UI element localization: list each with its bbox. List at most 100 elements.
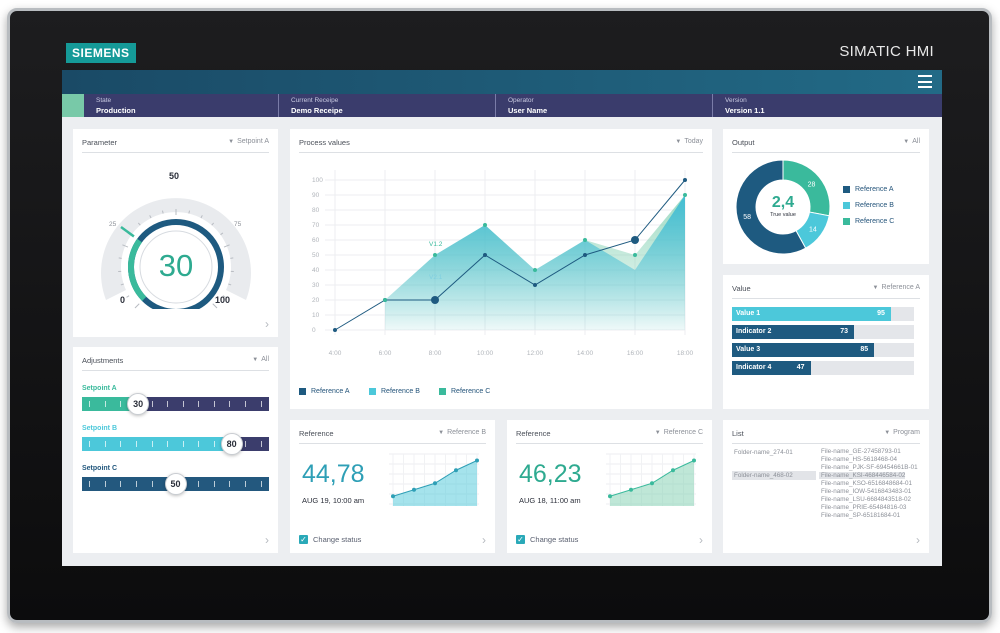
panel-title: Reference [299, 429, 334, 438]
chevron-right-icon[interactable]: › [265, 533, 269, 547]
data-point-reference-c [483, 223, 487, 227]
change-status-checkbox[interactable]: ✓ Change status [516, 535, 579, 544]
reference-c-value: 46,23 [519, 460, 582, 488]
process-chart: 0 10 20 30 40 50 60 70 80 90 100 4:00 6:00 8:00 10:00 1… [312, 170, 694, 357]
panel-title: List [732, 429, 744, 438]
reference-b-filter-dropdown[interactable]: ▼ Reference B [438, 429, 486, 436]
x-tick-label: 10:00 [477, 350, 494, 357]
legend-item[interactable]: Reference A [299, 388, 350, 395]
file-item[interactable]: File-name_SP-65181684-01 [821, 512, 901, 519]
legend-item[interactable]: Reference B [369, 388, 420, 395]
chevron-right-icon[interactable]: › [265, 317, 269, 331]
file-item[interactable]: File-name_HS-5618468-04 [821, 456, 897, 463]
gauge-dial [101, 198, 252, 309]
series-area-reference-b [385, 195, 685, 330]
chart-tick-labels: 0 10 20 30 40 50 60 70 80 90 100 4:00 6:00 8:00 10:00 1… [312, 177, 694, 357]
y-tick-label: 40 [312, 267, 320, 274]
parameter-panel: Parameter ▼ Setpoint A 30 50 0 100 25 75 … [73, 129, 278, 337]
process-filter-dropdown[interactable]: ▼ Today [675, 138, 703, 145]
gauge-value: 30 [158, 248, 194, 283]
y-tick-label: 90 [312, 192, 320, 199]
donut-hole [757, 181, 809, 233]
spark-point [692, 458, 696, 463]
value-bar-number: 73 [840, 328, 849, 335]
panel-title: Parameter [82, 138, 118, 147]
reference-c-filter-dropdown[interactable]: ▼ Reference C [654, 429, 703, 436]
file-item[interactable]: File-name_PRIE-65484816-03 [821, 504, 907, 511]
parameter-filter-dropdown[interactable]: ▼ Setpoint A [228, 138, 269, 145]
chevron-right-icon[interactable]: › [699, 533, 703, 547]
data-point-reference-a [583, 253, 587, 257]
legend-swatch [369, 388, 376, 395]
slider-label: Setpoint A [82, 385, 117, 392]
series-line-reference-a [334, 179, 686, 331]
y-tick-label: 50 [312, 252, 320, 259]
reference-b-sparkline [389, 453, 479, 506]
file-item[interactable]: File-name_KSO-6516848684-01 [821, 480, 913, 487]
value-filter-dropdown[interactable]: ▼ Reference A [872, 284, 920, 291]
spark-point [608, 494, 612, 499]
y-tick-label: 30 [312, 282, 320, 289]
value-bar-fill [732, 307, 892, 321]
slider-knob[interactable]: 30 [127, 393, 150, 415]
file-item[interactable]: File-name_LSU-6684843518-02 [821, 496, 911, 503]
change-status-checkbox[interactable]: ✓ Change status [299, 535, 362, 544]
x-tick-label: 16:00 [627, 350, 644, 357]
gauge-needle [120, 226, 135, 238]
data-point-reference-c [383, 298, 387, 302]
state-indicator [62, 94, 84, 117]
list-filter-dropdown[interactable]: ▼ Program [884, 429, 920, 436]
chevron-right-icon[interactable]: › [916, 533, 920, 547]
gauge-tick-75: 75 [234, 221, 242, 228]
hmi-screen: State Production Current Receipe Demo Re… [62, 70, 942, 566]
list-panel: List ▼ Program Folder-name_274-01 Folder-n… [723, 420, 929, 553]
donut-legend-item[interactable]: Reference C [843, 218, 894, 225]
file-item[interactable]: File-name_PJK-SF-69454661B-01 [821, 464, 918, 471]
adjustments-panel: Adjustments ▼ All Setpoint A 30 Setpoint B 8… [73, 347, 278, 553]
gauge-tick-25: 25 [109, 221, 117, 228]
annotation-label: V1.2 [429, 241, 443, 248]
x-tick-label: 6:00 [379, 350, 392, 357]
adjustments-filter-dropdown[interactable]: ▼ All [252, 356, 269, 363]
donut-legend-item[interactable]: Reference A [843, 186, 894, 193]
hamburger-menu-icon[interactable] [918, 75, 932, 88]
donut-slice [735, 159, 807, 255]
reference-b-value: 44,78 [302, 460, 365, 488]
folder-item[interactable]: Folder-name_468-02 [732, 471, 816, 480]
reference-c-panel: Reference ▼ Reference C 46,23 AUG 18, 11:… [507, 420, 712, 553]
spark-point [391, 494, 395, 499]
slider-fill [82, 477, 176, 491]
file-item[interactable]: File-name_GE-27458793-01 [821, 448, 901, 455]
legend-swatch [843, 218, 850, 225]
spark-point [412, 487, 416, 492]
gauge-tick-mark [200, 215, 203, 219]
gauge-ticks [118, 209, 234, 309]
process-values-panel: Process values ▼ Today 0 10 20 30 40 50 60 70 80 9… [290, 129, 712, 409]
donut-legend-item[interactable]: Reference B [843, 202, 894, 209]
legend-item[interactable]: Reference C [439, 388, 490, 395]
value-bar-label: Value 3 [736, 346, 761, 353]
value-bar-number: 85 [860, 346, 869, 353]
data-point-reference-c [583, 238, 587, 242]
output-panel: Output ▼ All 28 14 58 2,4 True value Refere… [723, 129, 929, 264]
chart-lines [333, 178, 687, 332]
value-bar: Value 1 95 [732, 307, 914, 321]
donut-slice-label: 14 [809, 227, 817, 234]
gauge-tick-mark [134, 303, 140, 309]
gauge-tick-mark [122, 244, 129, 248]
folder-item[interactable]: Folder-name_274-01 [734, 449, 793, 456]
gauge-tick-mark [211, 222, 215, 226]
file-item[interactable]: File-name_KSI-468446584-02 [819, 472, 906, 479]
status-receipe: Current Receipe Demo Receipe [279, 94, 496, 117]
y-tick-label: 0 [312, 327, 316, 334]
slider-knob[interactable]: 80 [220, 433, 243, 455]
chevron-right-icon[interactable]: › [482, 533, 486, 547]
spark-point [454, 468, 458, 473]
setpoint-slider-track[interactable] [82, 397, 269, 411]
y-tick-label: 10 [312, 312, 320, 319]
y-tick-label: 100 [312, 177, 323, 184]
gauge-tick-mark [228, 283, 232, 286]
file-item[interactable]: File-name_IOW-5416843483-01 [821, 488, 912, 495]
slider-knob[interactable]: 50 [164, 473, 187, 495]
output-filter-dropdown[interactable]: ▼ All [903, 138, 920, 145]
